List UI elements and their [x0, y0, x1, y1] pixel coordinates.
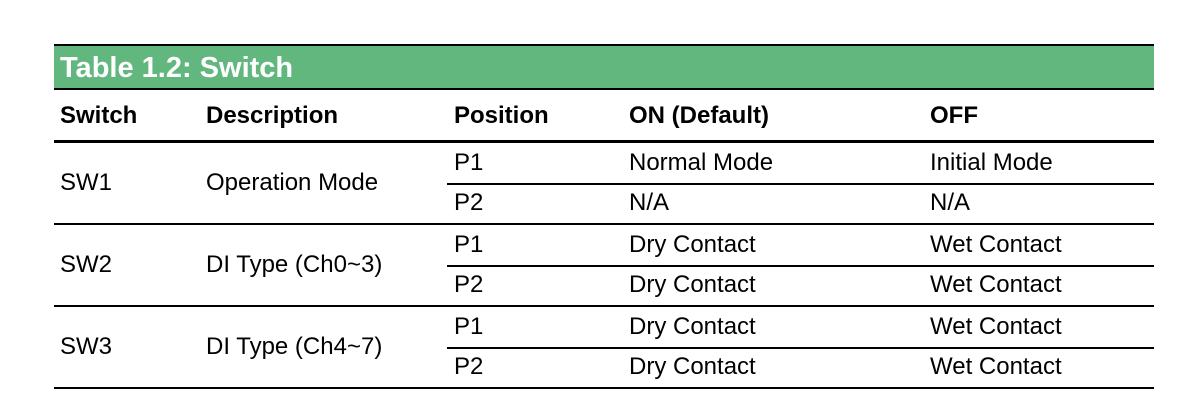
on-cell: Normal Mode — [629, 149, 774, 176]
header-description: Description — [206, 102, 339, 129]
header-switch: Switch — [60, 102, 138, 129]
table-row: P2 Dry Contact Wet Contact — [447, 265, 1154, 305]
header-position: Position — [454, 102, 549, 129]
table-row-group: SW3 DI Type (Ch4~7) P1 Dry Contact Wet C… — [54, 307, 1154, 389]
off-cell: Wet Contact — [930, 271, 1062, 298]
table-row: P2 Dry Contact Wet Contact — [447, 347, 1154, 387]
on-cell: Dry Contact — [629, 313, 756, 340]
position-cell: P1 — [454, 149, 484, 176]
description-cell: Operation Mode — [206, 169, 379, 196]
off-cell: Wet Contact — [930, 313, 1062, 340]
position-cell: P1 — [454, 231, 484, 258]
on-cell: Dry Contact — [629, 231, 756, 258]
switch-cell: SW1 — [60, 169, 113, 196]
table-row: P2 N/A N/A — [447, 183, 1154, 223]
switch-cell: SW2 — [60, 251, 113, 278]
on-cell: N/A — [629, 189, 670, 216]
header-on: ON (Default) — [629, 102, 769, 129]
header-off: OFF — [930, 102, 978, 129]
off-cell: Initial Mode — [930, 149, 1053, 176]
on-cell: Dry Contact — [629, 271, 756, 298]
off-cell: N/A — [930, 189, 971, 216]
table-row: P1 Dry Contact Wet Contact — [447, 307, 1154, 349]
position-cell: P1 — [454, 313, 484, 340]
position-cell: P2 — [454, 271, 484, 298]
switch-table: Table 1.2: Switch Switch Description Pos… — [54, 44, 1154, 389]
off-cell: Wet Contact — [930, 353, 1062, 380]
description-cell: DI Type (Ch4~7) — [206, 333, 383, 360]
position-cell: P2 — [454, 189, 484, 216]
off-cell: Wet Contact — [930, 231, 1062, 258]
table-row-group: SW1 Operation Mode P1 Normal Mode Initia… — [54, 143, 1154, 225]
table-row: P1 Dry Contact Wet Contact — [447, 225, 1154, 267]
on-cell: Dry Contact — [629, 353, 756, 380]
table-row: P1 Normal Mode Initial Mode — [447, 143, 1154, 185]
switch-cell: SW3 — [60, 333, 113, 360]
table-row-group: SW2 DI Type (Ch0~3) P1 Dry Contact Wet C… — [54, 225, 1154, 307]
header-row: Switch Description Position ON (Default)… — [54, 90, 1154, 143]
table-title: Table 1.2: Switch — [54, 44, 1154, 90]
description-cell: DI Type (Ch0~3) — [206, 251, 383, 278]
position-cell: P2 — [454, 353, 484, 380]
